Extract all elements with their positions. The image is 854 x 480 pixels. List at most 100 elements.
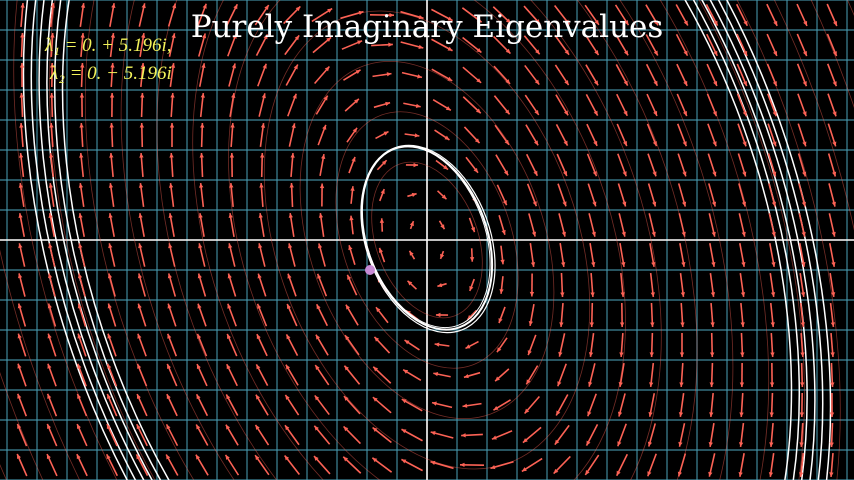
arrow-head	[430, 460, 436, 466]
arrow-head	[47, 273, 53, 279]
arrow-head	[168, 213, 173, 219]
arrow-head	[505, 18, 511, 24]
arrow-head	[683, 80, 688, 86]
arrow-head	[830, 382, 835, 387]
arrow-head	[20, 3, 25, 8]
arrow-head	[344, 365, 349, 371]
arrow-head	[18, 273, 23, 279]
arrow-head	[832, 81, 837, 87]
stream-line	[120, 0, 734, 480]
arrow-head	[504, 139, 509, 145]
arrow-head	[802, 171, 807, 177]
arrow-head	[802, 81, 807, 87]
arrow-head	[742, 81, 747, 87]
arrow-head	[264, 5, 269, 10]
arrow-head	[592, 171, 597, 177]
arrow-head	[619, 352, 624, 357]
arrow-head	[108, 183, 114, 188]
arrow-head	[742, 141, 747, 147]
arrow-head	[647, 441, 653, 447]
arrow-head	[170, 63, 176, 68]
arrow-head	[591, 262, 596, 267]
arrow-head	[564, 19, 570, 25]
arrow-head	[771, 201, 777, 207]
eigenvalue-label: λ₂ = 0. − 5.196i	[49, 63, 172, 84]
arrow-head	[623, 110, 628, 116]
arrow-head	[417, 74, 422, 79]
arrow-head	[290, 153, 295, 158]
arrow-head	[710, 292, 716, 297]
arrow-head	[167, 273, 173, 279]
arrow-head	[742, 171, 747, 177]
arrow-head	[830, 352, 835, 357]
arrow-head	[740, 292, 746, 297]
arrow-head	[232, 33, 237, 39]
arrow-head	[832, 171, 837, 177]
point	[365, 265, 375, 275]
arrow-head	[199, 153, 204, 158]
arrow-head	[534, 109, 539, 115]
arrow-head	[465, 344, 471, 349]
arrow-head	[389, 12, 394, 18]
arrow-head	[409, 250, 414, 256]
arrow-head	[563, 170, 567, 176]
arrow-head	[490, 464, 496, 470]
arrow-head	[294, 35, 300, 41]
arrow-head	[381, 160, 387, 165]
arrow-head	[712, 171, 717, 177]
arrow-head	[343, 456, 349, 462]
arrow-head	[593, 80, 599, 86]
arrow-head	[415, 103, 421, 108]
arrow-head	[562, 201, 567, 207]
arrow-head	[354, 98, 359, 104]
arrow-head	[17, 423, 22, 429]
arrow-head	[770, 352, 775, 357]
arrow-head	[48, 183, 54, 188]
arrow-head	[77, 273, 83, 279]
arrow-head	[829, 472, 834, 477]
arrow-head	[648, 411, 653, 417]
arrow-head	[682, 141, 687, 147]
arrow-head	[652, 171, 657, 177]
arrow-head	[770, 322, 775, 327]
arrow-head	[343, 396, 349, 401]
arrow-head	[460, 462, 465, 468]
arrow-head	[79, 93, 85, 98]
arrow-head	[380, 189, 385, 195]
arrow-head	[801, 201, 807, 207]
arrow-head	[293, 64, 298, 70]
arrow-head	[197, 273, 202, 279]
arrow-head	[469, 285, 474, 291]
arrow-head	[441, 194, 447, 200]
arrow-head	[559, 322, 564, 327]
arrow-head	[802, 51, 807, 57]
arrow-head	[498, 318, 503, 324]
arrow-head	[171, 33, 176, 39]
arrow-head	[48, 243, 53, 249]
arrow-head	[257, 303, 262, 309]
arrow-head	[447, 76, 453, 81]
arrow-head	[709, 412, 714, 417]
arrow-head	[533, 140, 539, 146]
arrow-head	[137, 363, 142, 369]
arrow-head	[374, 336, 380, 342]
arrow-head	[79, 153, 84, 158]
arrow-head	[769, 412, 774, 417]
arrow-head	[799, 472, 804, 477]
arrow-head	[738, 471, 743, 477]
arrow-head	[77, 393, 82, 399]
arrow-head	[589, 322, 594, 327]
arrow-head	[109, 123, 114, 128]
arrow-head	[111, 3, 116, 9]
arrow-head	[378, 247, 384, 253]
stream-line	[371, 161, 483, 319]
arrow-head	[619, 322, 625, 327]
arrow-head	[470, 227, 476, 233]
arrow-head	[710, 352, 715, 357]
arrow-head	[259, 183, 264, 188]
arrow-head	[832, 111, 837, 117]
arrow-head	[594, 19, 599, 25]
